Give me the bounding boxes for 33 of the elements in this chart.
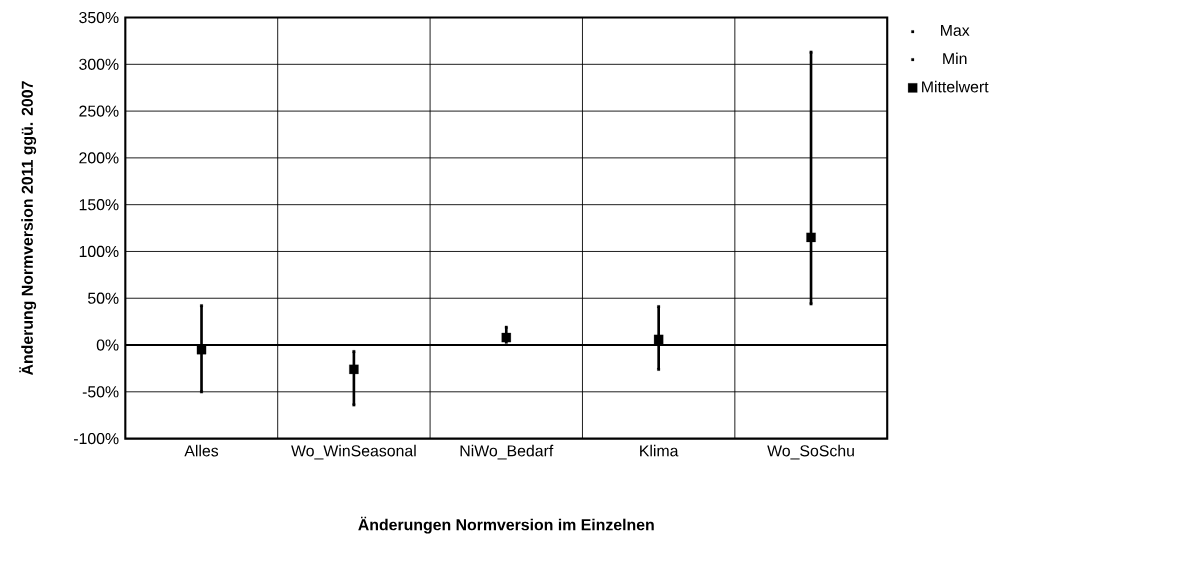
point (806, 232, 816, 242)
y-tick-label: 0% (96, 339, 119, 351)
x-tick-label: Wo_WinSeasonal (291, 444, 416, 460)
y-tick-label: 100% (79, 245, 119, 257)
legend-label: Mittelwert (922, 80, 989, 93)
y-tick-label: -100% (73, 432, 119, 444)
point (501, 332, 511, 343)
point (352, 349, 356, 353)
point (657, 305, 661, 308)
point (200, 304, 203, 307)
point (653, 334, 664, 344)
y-tick-label: 350% (79, 11, 119, 23)
x-tick-label: Wo_SoSchu (767, 444, 854, 460)
x-axis-title: Änderungen Normversion im Einzelnen (358, 516, 654, 534)
point (809, 302, 813, 306)
y-tick-label: 250% (79, 105, 119, 117)
point (504, 325, 508, 329)
x-tick-label: Alles (184, 444, 219, 457)
y-tick-label: 50% (88, 292, 119, 304)
x-tick-label: NiWo_Bedarf (460, 444, 554, 460)
point (352, 403, 356, 407)
point (349, 364, 359, 374)
point (200, 390, 203, 394)
y-tick-label: 200% (79, 152, 119, 164)
legend-label: Min (943, 52, 967, 64)
point (809, 50, 813, 54)
legend-label: Max (941, 24, 970, 36)
y-axis-title: Änderung Normversion 2011 ggü. 2007 (19, 81, 37, 375)
point (657, 367, 661, 371)
y-tick-label: 300% (79, 58, 119, 70)
y-tick-label: -50% (82, 385, 119, 398)
x-tick-label: Klima (640, 444, 679, 457)
y-tick-label: 150% (79, 198, 119, 211)
